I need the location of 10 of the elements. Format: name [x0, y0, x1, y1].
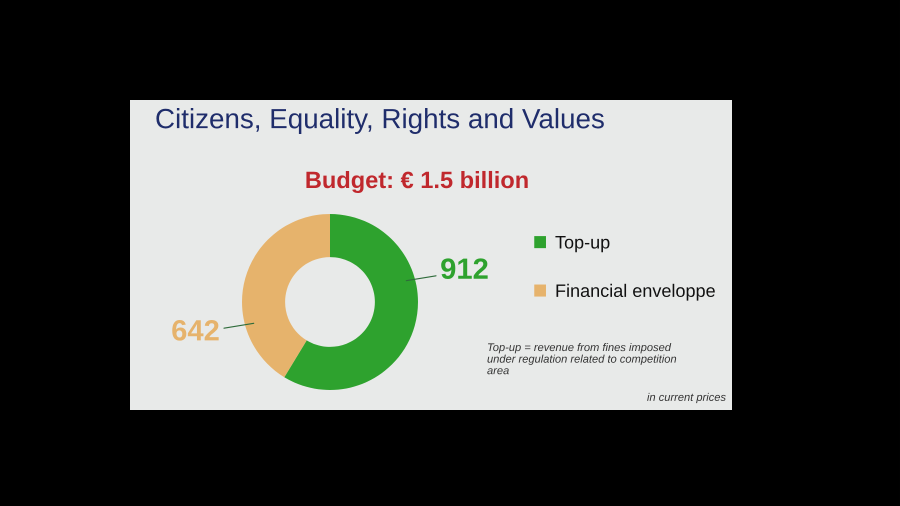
donut-slice — [284, 214, 418, 390]
donut-slice — [242, 214, 330, 378]
data-label: 642 — [172, 320, 219, 341]
data-label: 912 — [441, 258, 488, 279]
legend-label: Financial enveloppe — [556, 284, 715, 301]
chart-title: Citizens, Equality, Rights and Values — [156, 108, 604, 134]
legend-label: Top-up — [555, 236, 610, 252]
chart-subtitle: Budget: € 1.5 billion — [306, 170, 528, 194]
text: Top-up = revenue from fines imposed under regulation related to competition area — [487, 343, 676, 374]
text: in current prices — [647, 392, 726, 404]
